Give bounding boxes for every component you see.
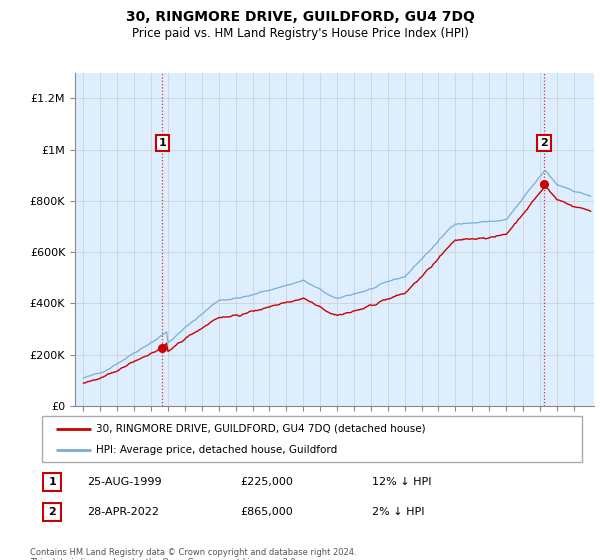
Text: £225,000: £225,000: [240, 477, 293, 487]
FancyBboxPatch shape: [42, 416, 582, 462]
Text: Price paid vs. HM Land Registry's House Price Index (HPI): Price paid vs. HM Land Registry's House …: [131, 27, 469, 40]
Text: 25-AUG-1999: 25-AUG-1999: [87, 477, 161, 487]
Text: HPI: Average price, detached house, Guildford: HPI: Average price, detached house, Guil…: [96, 445, 337, 455]
Text: 30, RINGMORE DRIVE, GUILDFORD, GU4 7DQ: 30, RINGMORE DRIVE, GUILDFORD, GU4 7DQ: [125, 10, 475, 24]
Text: 1: 1: [158, 138, 166, 148]
Text: 28-APR-2022: 28-APR-2022: [87, 507, 159, 517]
Text: 2: 2: [49, 507, 56, 517]
Text: 30, RINGMORE DRIVE, GUILDFORD, GU4 7DQ (detached house): 30, RINGMORE DRIVE, GUILDFORD, GU4 7DQ (…: [96, 423, 425, 433]
FancyBboxPatch shape: [43, 473, 61, 491]
Text: 2% ↓ HPI: 2% ↓ HPI: [372, 507, 425, 517]
Text: 1: 1: [49, 477, 56, 487]
FancyBboxPatch shape: [43, 503, 61, 521]
Text: Contains HM Land Registry data © Crown copyright and database right 2024.
This d: Contains HM Land Registry data © Crown c…: [30, 548, 356, 560]
Text: 2: 2: [540, 138, 548, 148]
Text: £865,000: £865,000: [240, 507, 293, 517]
Text: 12% ↓ HPI: 12% ↓ HPI: [372, 477, 431, 487]
